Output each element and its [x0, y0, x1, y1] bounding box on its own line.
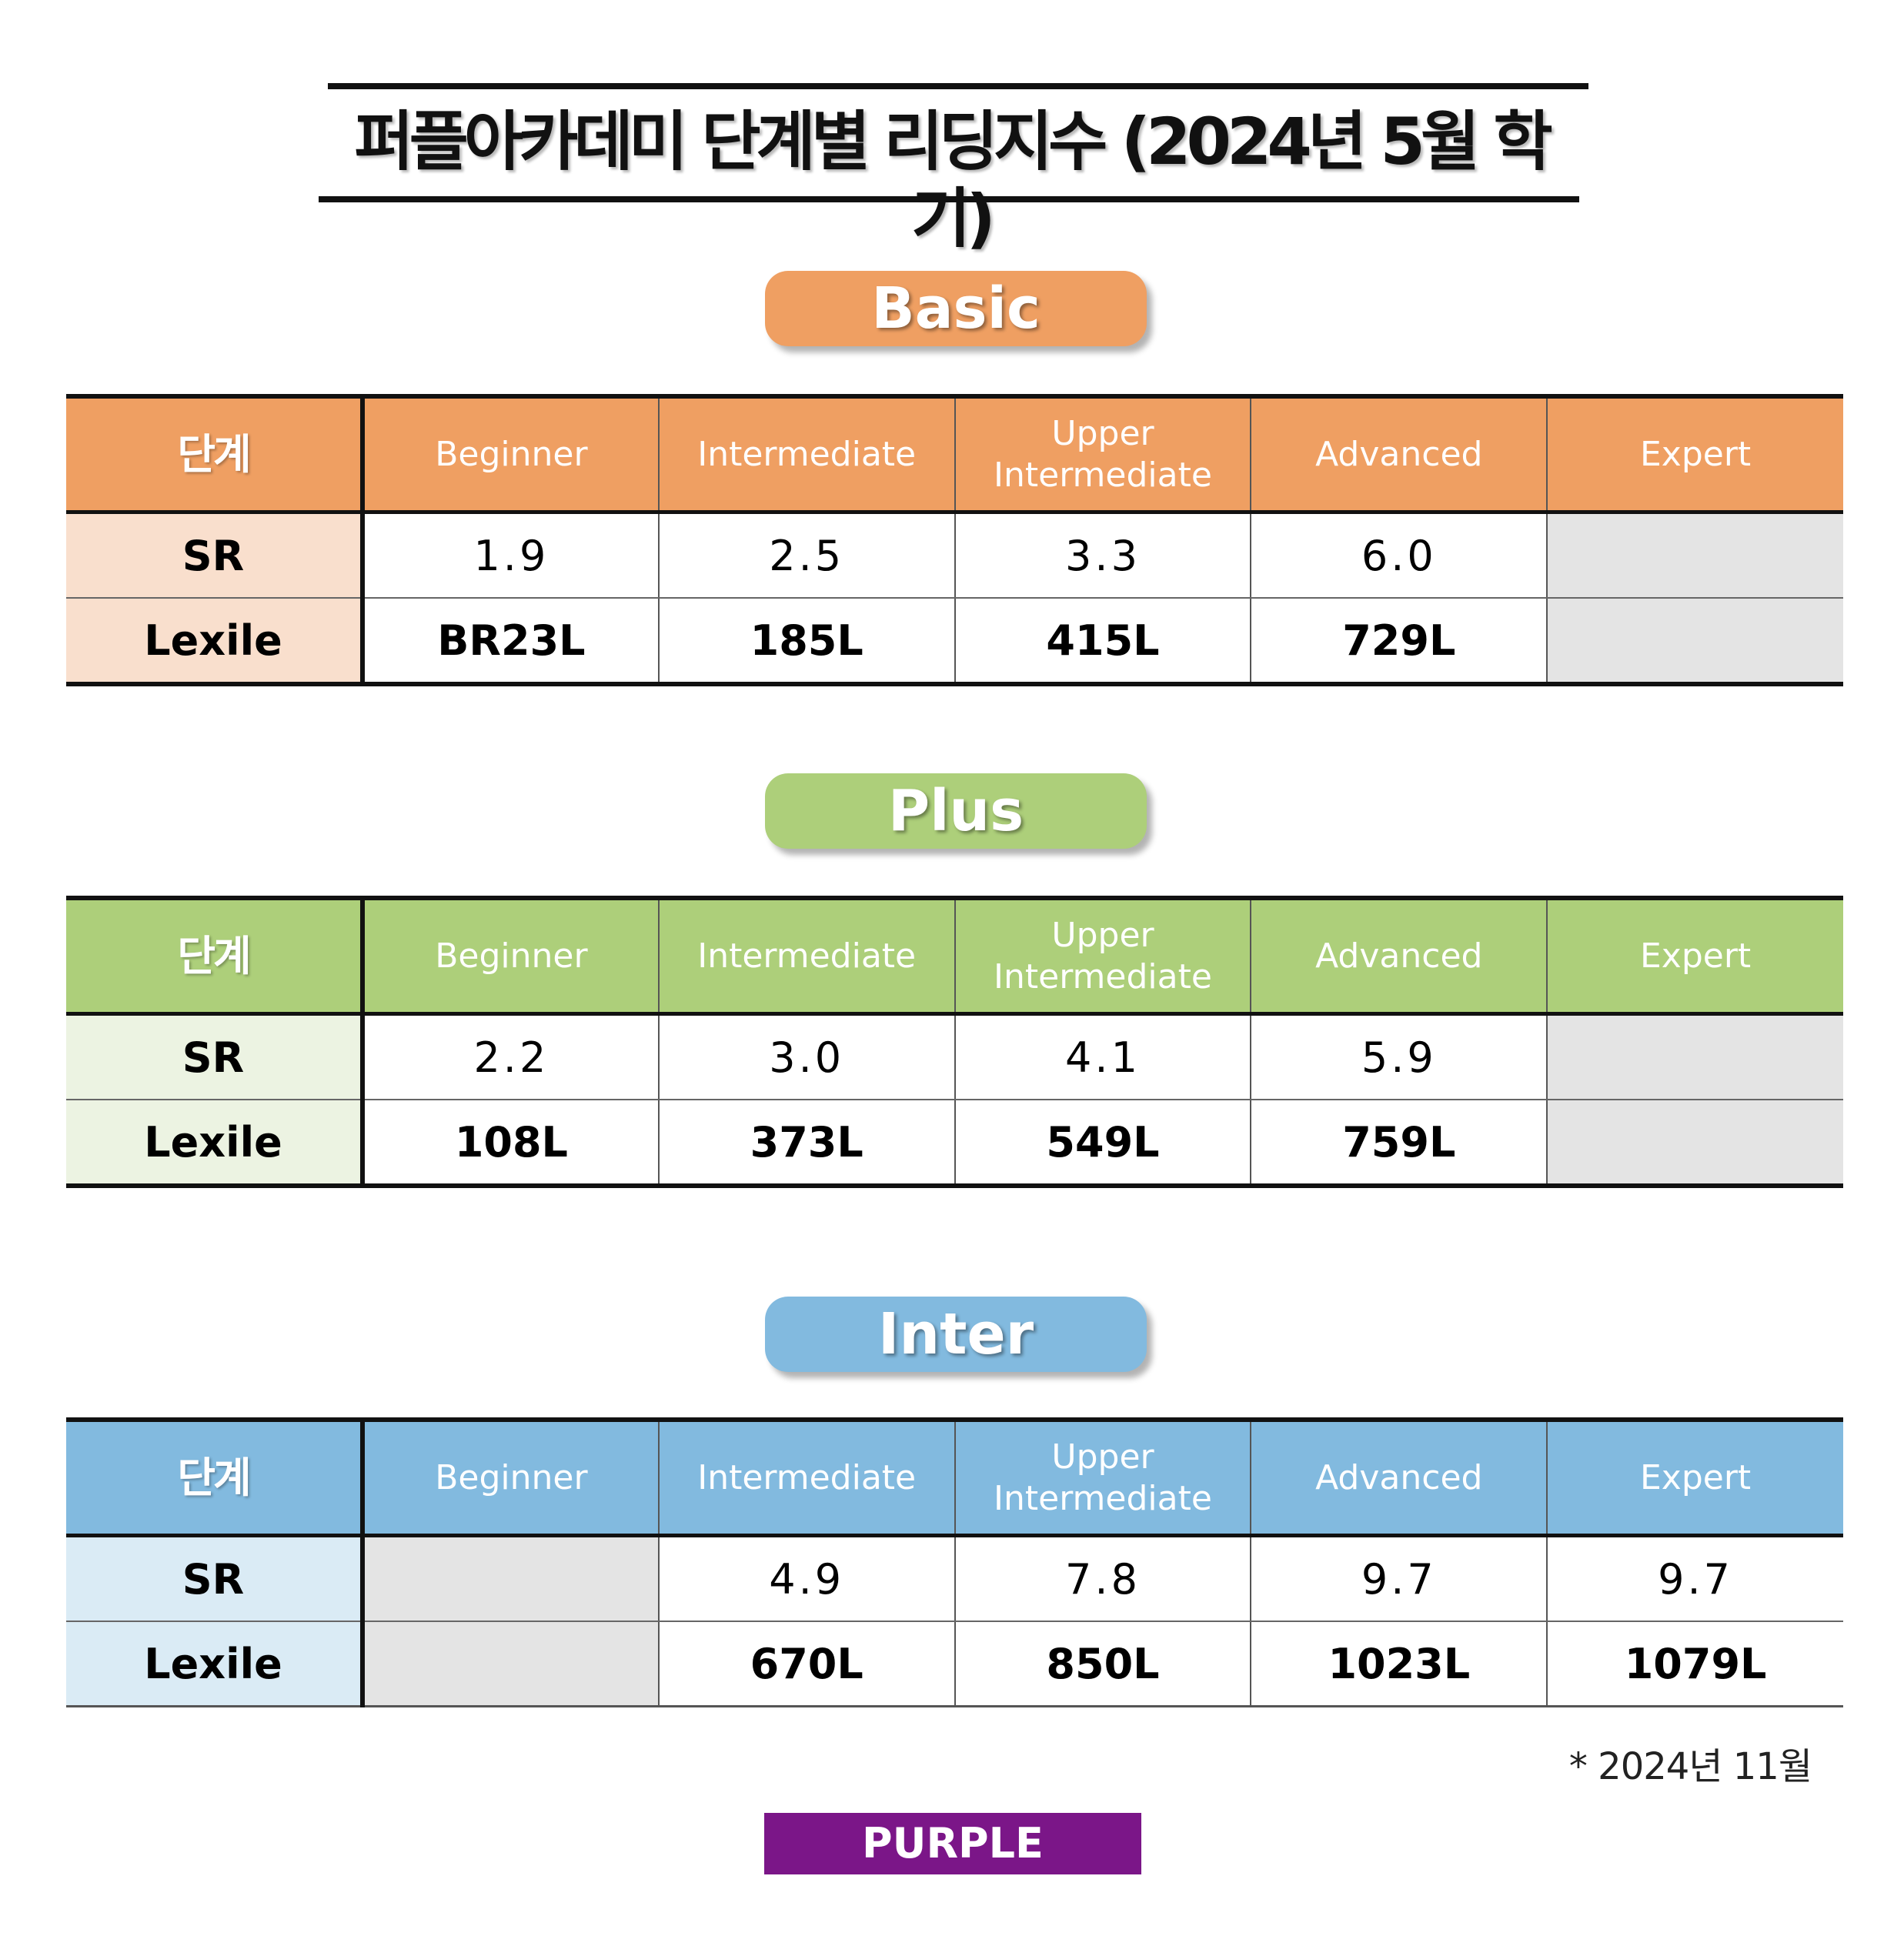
level-beginner: Beginner: [362, 896, 660, 1016]
table-row-sr: SR 1.9 2.5 3.3 6.0: [66, 511, 1843, 599]
level-intermediate: Intermediate: [657, 1417, 956, 1537]
level-expert: Expert: [1546, 394, 1843, 514]
cell-lexile-beginner: BR23L: [362, 597, 660, 686]
cell-sr-upper-intermediate: 7.8: [954, 1534, 1252, 1622]
cell-sr-beginner: 2.2: [362, 1013, 660, 1100]
level-upper-line1: Upper: [1051, 1437, 1154, 1477]
row-label-lexile: Lexile: [66, 597, 365, 686]
table-row-lexile: Lexile 670L 850L 1023L 1079L: [66, 1621, 1843, 1707]
cell-lexile-intermediate: 373L: [657, 1099, 956, 1188]
level-upper-intermediate: Upper Intermediate: [954, 896, 1252, 1016]
cell-lexile-beginner: 108L: [362, 1099, 660, 1188]
cell-sr-upper-intermediate: 3.3: [954, 511, 1252, 599]
level-upper-intermediate: Upper Intermediate: [954, 394, 1252, 514]
cell-lexile-expert: [1546, 1099, 1843, 1188]
date-note: * 2024년 11월: [1568, 1745, 1812, 1788]
cell-sr-upper-intermediate: 4.1: [954, 1013, 1252, 1100]
cell-lexile-intermediate: 185L: [657, 597, 956, 686]
table-header-row: 단계 Beginner Intermediate Upper Intermedia…: [66, 1417, 1843, 1537]
brand-label: PURPLE ACADEMY: [764, 1813, 1141, 1929]
level-advanced: Advanced: [1250, 394, 1548, 514]
cell-sr-intermediate: 4.9: [657, 1534, 956, 1622]
level-expert: Expert: [1546, 896, 1843, 1016]
cell-sr-beginner: 1.9: [362, 511, 660, 599]
table-row-sr: SR 2.2 3.0 4.1 5.9: [66, 1013, 1843, 1100]
cell-lexile-advanced: 1023L: [1250, 1621, 1548, 1707]
row-label-sr: SR: [66, 1534, 365, 1622]
title-rule-top: [328, 83, 1588, 89]
cell-lexile-upper-intermediate: 850L: [954, 1621, 1252, 1707]
table-plus: 단계 Beginner Intermediate Upper Intermedia…: [66, 896, 1843, 1188]
table-header-row: 단계 Beginner Intermediate Upper Intermedia…: [66, 896, 1843, 1016]
cell-lexile-expert: [1546, 597, 1843, 686]
cell-sr-intermediate: 2.5: [657, 511, 956, 599]
row-label-lexile: Lexile: [66, 1099, 365, 1188]
cell-sr-advanced: 5.9: [1250, 1013, 1548, 1100]
stage-header: 단계: [66, 1417, 365, 1537]
table-basic: 단계 Beginner Intermediate Upper Intermedia…: [66, 394, 1843, 686]
title-rule-bottom: [319, 196, 1579, 202]
page-title: 퍼플아카데미 단계별 리딩지수 (2024년 5월 학기): [354, 104, 1552, 256]
cell-lexile-advanced: 729L: [1250, 597, 1548, 686]
table-row-lexile: Lexile BR23L 185L 415L 729L: [66, 597, 1843, 686]
table-header-row: 단계 Beginner Intermediate Upper Intermedia…: [66, 394, 1843, 514]
level-upper-line2: Intermediate: [994, 956, 1212, 996]
cell-sr-expert: [1546, 1013, 1843, 1100]
level-upper-line2: Intermediate: [994, 1478, 1212, 1518]
level-upper-intermediate: Upper Intermediate: [954, 1417, 1252, 1537]
table-inter: 단계 Beginner Intermediate Upper Intermedia…: [66, 1417, 1843, 1707]
level-intermediate: Intermediate: [657, 394, 956, 514]
cell-sr-expert: 9.7: [1546, 1534, 1843, 1622]
cell-sr-advanced: 6.0: [1250, 511, 1548, 599]
page-title-block: 퍼플아카데미 단계별 리딩지수 (2024년 5월 학기): [319, 83, 1588, 256]
stage-header: 단계: [66, 394, 365, 514]
cell-lexile-upper-intermediate: 415L: [954, 597, 1252, 686]
level-upper-line1: Upper: [1051, 915, 1154, 955]
table-row-sr: SR 4.9 7.8 9.7 9.7: [66, 1534, 1843, 1622]
cell-sr-intermediate: 3.0: [657, 1013, 956, 1100]
level-expert: Expert: [1546, 1417, 1843, 1537]
cell-sr-beginner: [362, 1534, 660, 1622]
level-upper-line2: Intermediate: [994, 455, 1212, 495]
stage-header: 단계: [66, 896, 365, 1016]
level-beginner: Beginner: [362, 394, 660, 514]
level-advanced: Advanced: [1250, 896, 1548, 1016]
section-badge-plus: Plus: [765, 773, 1147, 849]
row-label-lexile: Lexile: [66, 1621, 365, 1707]
cell-lexile-beginner: [362, 1621, 660, 1707]
section-badge-inter: Inter: [765, 1297, 1147, 1372]
cell-sr-advanced: 9.7: [1250, 1534, 1548, 1622]
table-row-lexile: Lexile 108L 373L 549L 759L: [66, 1099, 1843, 1188]
cell-lexile-upper-intermediate: 549L: [954, 1099, 1252, 1188]
level-upper-line1: Upper: [1051, 413, 1154, 453]
level-intermediate: Intermediate: [657, 896, 956, 1016]
row-label-sr: SR: [66, 1013, 365, 1100]
cell-lexile-intermediate: 670L: [657, 1621, 956, 1707]
level-beginner: Beginner: [362, 1417, 660, 1537]
row-label-sr: SR: [66, 511, 365, 599]
cell-sr-expert: [1546, 511, 1843, 599]
section-badge-basic: Basic: [765, 271, 1147, 346]
cell-lexile-expert: 1079L: [1546, 1621, 1843, 1707]
level-advanced: Advanced: [1250, 1417, 1548, 1537]
cell-lexile-advanced: 759L: [1250, 1099, 1548, 1188]
